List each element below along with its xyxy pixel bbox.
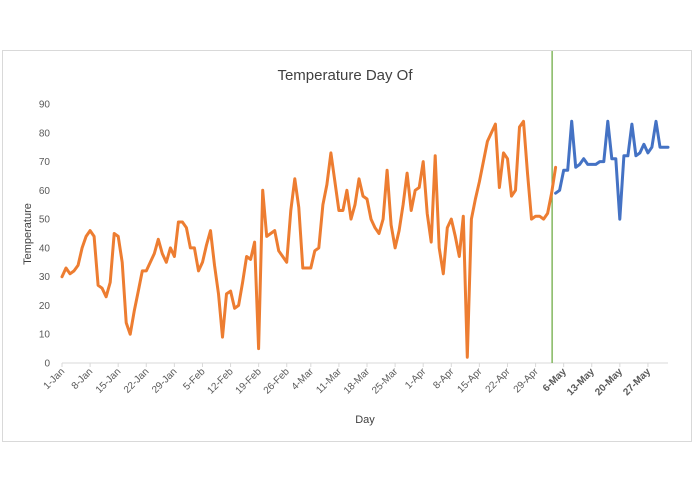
x-tick-label: 29-Apr	[512, 366, 541, 395]
y-tick-label: 80	[39, 128, 51, 139]
x-tick-label: 26-Feb	[262, 366, 292, 396]
y-tick-label: 90	[39, 100, 51, 111]
x-tick-label: 22-Jan	[122, 366, 151, 395]
x-tick-label: 20-May	[593, 366, 625, 398]
series-line-forecast	[554, 119, 670, 221]
x-tick-label: 8-Apr	[431, 366, 457, 392]
series-lines	[60, 119, 670, 359]
x-tick-label: 27-May	[621, 366, 653, 398]
chart-title: Temperature Day Of	[277, 67, 413, 84]
x-tick-label: 19-Feb	[234, 366, 264, 396]
y-tick-label: 50	[39, 215, 51, 226]
x-tick-label: 25-Mar	[370, 366, 401, 397]
x-tick-label: 1-Apr	[403, 366, 429, 392]
y-tick-label: 20	[39, 301, 51, 312]
x-tick-label: 11-Mar	[314, 366, 344, 396]
y-tick-label: 40	[39, 243, 51, 254]
x-tick-label: 15-Jan	[94, 366, 123, 395]
x-tick-label: 12-Feb	[205, 366, 235, 396]
x-tick-label: 13-May	[565, 366, 597, 398]
x-tick-label: 18-Mar	[342, 366, 373, 397]
y-tick-label: 30	[39, 272, 51, 283]
y-tick-label: 70	[39, 157, 51, 168]
chart-frame	[2, 50, 692, 442]
x-tick-label: 4-Mar	[290, 366, 317, 393]
series-line-historical	[60, 119, 558, 359]
y-axis-ticks: 0 10 20 30 40 50 60 70 80 90	[39, 100, 51, 370]
x-tick-label: 5-Feb	[181, 366, 208, 393]
x-tick-label: 8-Jan	[70, 366, 95, 391]
x-tick-label: 1-Jan	[42, 366, 67, 391]
x-tick-label: 29-Jan	[150, 366, 179, 395]
x-axis-label: Day	[355, 414, 375, 426]
y-tick-label: 0	[44, 359, 50, 370]
x-tick-label: 22-Apr	[484, 366, 513, 395]
y-tick-label: 60	[39, 186, 51, 197]
x-tick-label: 15-Apr	[455, 366, 484, 395]
y-axis-label: Temperature	[22, 203, 34, 265]
y-tick-label: 10	[39, 330, 51, 341]
